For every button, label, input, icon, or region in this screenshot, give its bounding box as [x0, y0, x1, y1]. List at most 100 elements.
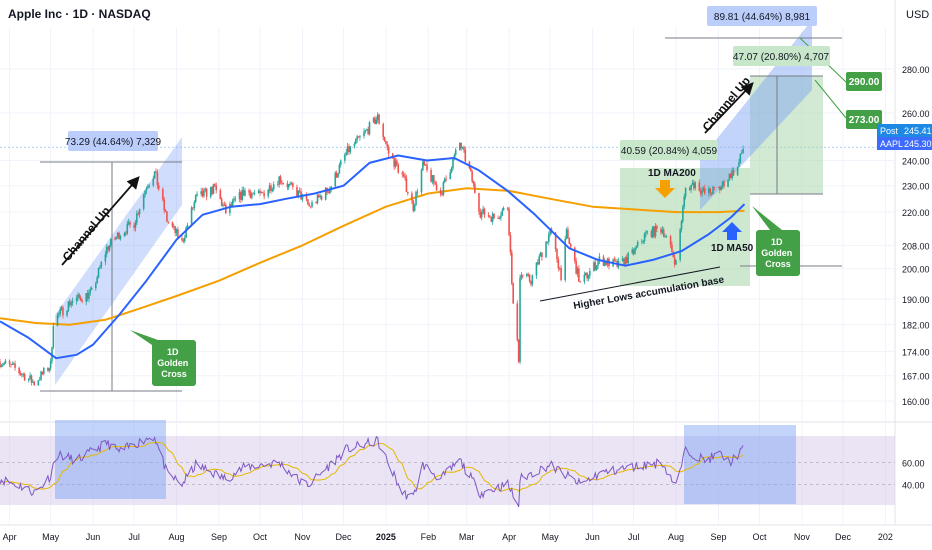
candle-body: [656, 225, 658, 229]
candle-body: [731, 170, 733, 179]
candle-body: [690, 185, 692, 190]
candle-body: [242, 189, 245, 196]
candle-body: [545, 241, 547, 258]
candle-body: [305, 194, 308, 200]
candle-body: [81, 300, 83, 302]
candle-body: [115, 236, 118, 240]
candle-body: [123, 232, 126, 237]
time-tick-label: Jul: [128, 532, 140, 542]
candle-body: [163, 199, 166, 211]
aapl-badge-label: AAPL: [880, 139, 903, 149]
candle-body: [537, 262, 539, 265]
candle-body: [281, 182, 283, 184]
candle-body: [413, 205, 416, 211]
candle-body: [713, 186, 716, 188]
candle-body: [185, 227, 187, 238]
candle-body: [8, 360, 11, 364]
candle-body: [508, 208, 510, 236]
candle-body: [627, 252, 629, 264]
candle-body: [459, 142, 461, 150]
candle-body: [416, 191, 419, 193]
candle-body: [460, 142, 462, 149]
golden-cross-2-line1: 1D: [771, 237, 783, 247]
candle-body: [153, 171, 156, 179]
candle-body: [682, 206, 684, 222]
time-tick-label: Nov: [294, 532, 311, 542]
chart-title: Apple Inc · 1D · NASDAQ: [8, 7, 151, 21]
candle-body: [634, 247, 636, 254]
candle-body: [42, 367, 45, 374]
candle-body: [240, 192, 242, 200]
candle-body: [393, 158, 395, 167]
candle-body: [478, 193, 480, 212]
candle-body: [661, 229, 664, 233]
candle-body: [568, 237, 571, 244]
candle-body: [708, 188, 710, 194]
candle-body: [483, 208, 486, 216]
candle-body: [174, 226, 176, 233]
rsi-tick-label: 40.00: [902, 480, 925, 490]
candle-body: [68, 301, 71, 306]
candle-body: [78, 294, 81, 298]
candle-body: [454, 149, 457, 155]
candle-body: [320, 196, 323, 200]
candle-body: [316, 194, 319, 204]
candle-body: [260, 192, 263, 194]
candle-body: [502, 207, 505, 211]
price-tick-label: 240.00: [902, 156, 930, 166]
candle-body: [702, 188, 705, 191]
candle-body: [520, 275, 523, 278]
candle-body: [703, 188, 706, 194]
candle-body: [643, 233, 646, 242]
currency-label: USD: [906, 9, 929, 21]
candle-body: [194, 195, 197, 203]
candle-body: [554, 232, 557, 250]
candle-body: [642, 241, 644, 242]
candle-body: [378, 114, 380, 124]
measure-layer: [40, 37, 847, 392]
candle-body: [67, 301, 70, 311]
candle-body: [641, 241, 643, 243]
candle-body: [248, 190, 250, 193]
candle-body: [241, 189, 244, 200]
candle-body: [651, 226, 654, 238]
golden-cross-1-line1: 1D: [167, 347, 179, 357]
candle-body: [709, 188, 712, 193]
candle-body: [252, 193, 254, 195]
candle-body: [623, 258, 625, 266]
time-tick-label: Mar: [459, 532, 475, 542]
candle-body: [136, 213, 138, 223]
candle-body: [259, 190, 261, 193]
candle-body: [471, 171, 473, 182]
candle-body: [114, 238, 116, 240]
measure-label-2025-a: 40.59 (20.84%) 4,059: [621, 146, 718, 157]
candle-body: [116, 232, 119, 237]
candle-body: [96, 277, 98, 284]
candle-body: [251, 193, 253, 198]
time-tick-label: Sep: [710, 532, 726, 542]
price-tick-label: 160.00: [902, 397, 930, 407]
ma50-label: 1D MA50: [711, 243, 754, 254]
golden-cross-2-line2: Golden: [761, 248, 792, 258]
candle-body: [531, 275, 534, 285]
target-connector-2: [814, 79, 847, 119]
candle-body: [3, 363, 5, 365]
candle-body: [203, 190, 205, 197]
candle-body: [546, 241, 549, 243]
post-badge-label: Post: [880, 126, 899, 136]
candle-body: [292, 183, 294, 188]
time-tick-label: Jul: [628, 532, 640, 542]
candle-body: [387, 147, 390, 154]
candle-body: [517, 339, 520, 362]
candle-body: [511, 252, 513, 284]
candle-body: [631, 249, 634, 253]
candle-body: [579, 281, 582, 283]
candle-body: [21, 374, 23, 376]
candle-body: [660, 228, 662, 233]
candle-body: [186, 225, 189, 228]
candle-body: [635, 245, 638, 248]
annotations: 73.29 (44.64%) 7,329 89.81 (44.64%) 8,98…: [60, 6, 882, 386]
candle-body: [415, 191, 417, 206]
candle-body: [688, 187, 691, 190]
